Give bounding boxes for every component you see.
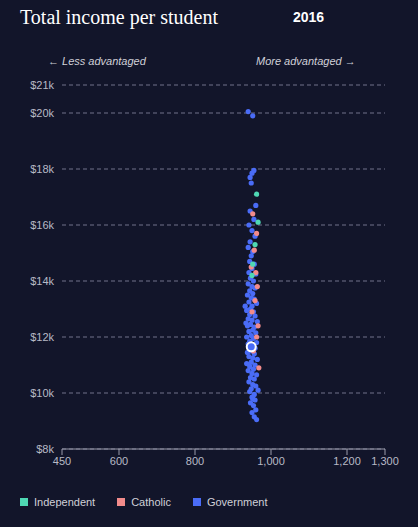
svg-text:1,200: 1,200 (333, 455, 361, 467)
svg-text:800: 800 (186, 455, 204, 467)
svg-text:1,300: 1,300 (371, 455, 399, 467)
svg-text:$20k: $20k (30, 107, 54, 119)
svg-text:$18k: $18k (30, 163, 54, 175)
html-text:More advantaged →: More advantaged → (256, 55, 356, 67)
svg-text:$8k: $8k (36, 443, 54, 455)
svg-text:$10k: $10k (30, 387, 54, 399)
svg-text:$16k: $16k (30, 219, 54, 231)
svg-text:450: 450 (53, 455, 71, 467)
svg-text:600: 600 (110, 455, 128, 467)
html-text:Total income per student: Total income per student (20, 6, 218, 28)
svg-text:1,000: 1,000 (257, 455, 285, 467)
svg-text:$14k: $14k (30, 275, 54, 287)
html-text:Government: Government (206, 496, 268, 508)
html-text:Catholic: Catholic (131, 496, 171, 508)
html-text:2016: 2016 (293, 9, 325, 25)
html-text:← Less advantaged: ← Less advantaged (48, 55, 146, 67)
html-text:Independent: Independent (34, 496, 96, 508)
svg-text:$21k: $21k (30, 79, 54, 91)
svg-text:$12k: $12k (30, 331, 54, 343)
